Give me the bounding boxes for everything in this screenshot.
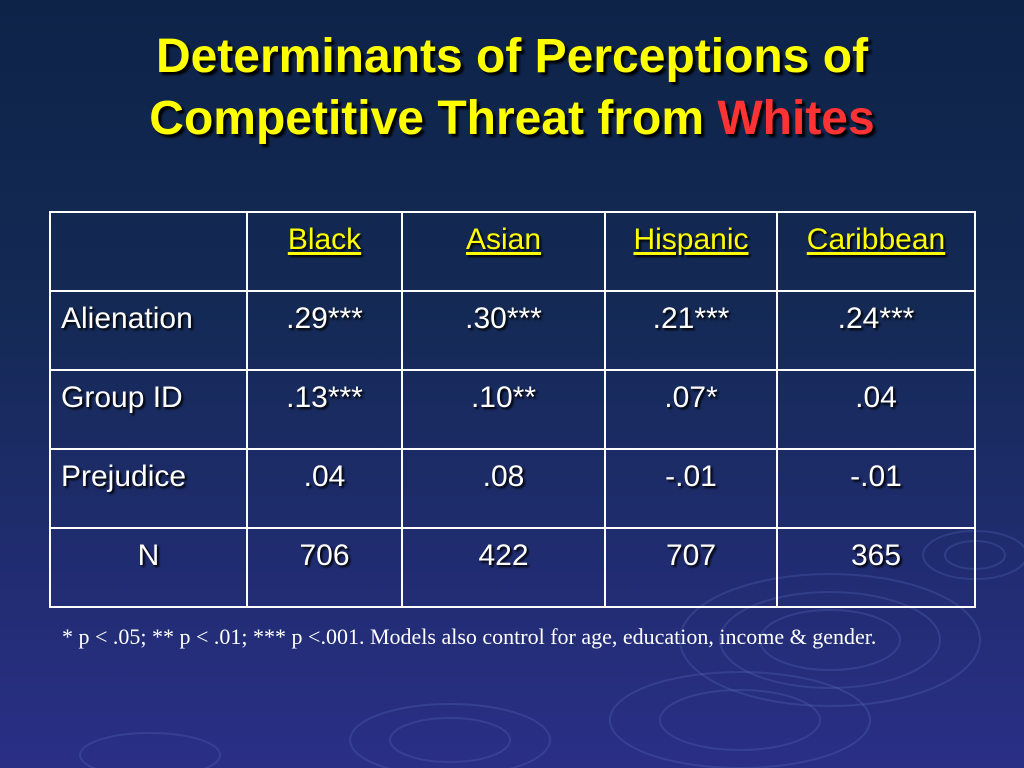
slide-title: Determinants of Perceptions of Competiti… — [0, 26, 1024, 150]
title-line-1: Determinants of Perceptions of — [155, 30, 869, 83]
table-cell: .04 — [246, 448, 403, 529]
table-cell: 422 — [401, 527, 606, 608]
table-header-row: Black Asian Hispanic Caribbean — [49, 211, 976, 292]
column-header-label: Black — [287, 223, 362, 256]
table-cell: .21*** — [604, 290, 778, 371]
column-header-black: Black — [246, 211, 403, 292]
table-cell: 707 — [604, 527, 778, 608]
table-cell: .08 — [401, 448, 606, 529]
table-cell: -.01 — [776, 448, 976, 529]
table-cell: .29*** — [246, 290, 403, 371]
title-line-2-text: Competitive Threat from — [149, 92, 718, 145]
column-header-caribbean: Caribbean — [776, 211, 976, 292]
table-cell: .13*** — [246, 369, 403, 450]
row-label: Group ID — [49, 369, 248, 450]
results-table: Black Asian Hispanic Caribbean Alienatio… — [49, 211, 976, 608]
column-header-label: Asian — [465, 223, 542, 256]
column-header-label: Hispanic — [633, 223, 749, 256]
table-row-alienation: Alienation .29*** .30*** .21*** .24*** — [49, 290, 976, 371]
table-corner-cell — [49, 211, 248, 292]
column-header-label: Caribbean — [806, 223, 946, 256]
title-line-2: Competitive Threat from Whites — [0, 88, 1024, 150]
row-label: Alienation — [49, 290, 248, 371]
footnote: * p < .05; ** p < .01; *** p <.001. Mode… — [62, 624, 877, 649]
table-row-n: N 706 422 707 365 — [49, 527, 976, 608]
table-row-group-id: Group ID .13*** .10** .07* .04 — [49, 369, 976, 450]
table-cell: 706 — [246, 527, 403, 608]
table-cell: .04 — [776, 369, 976, 450]
title-accent: Whites — [717, 92, 875, 145]
table-cell: .10** — [401, 369, 606, 450]
row-label: Prejudice — [49, 448, 248, 529]
column-header-asian: Asian — [401, 211, 606, 292]
column-header-hispanic: Hispanic — [604, 211, 778, 292]
table-row-prejudice: Prejudice .04 .08 -.01 -.01 — [49, 448, 976, 529]
table-cell: -.01 — [604, 448, 778, 529]
row-label: N — [49, 527, 248, 608]
table-cell: .24*** — [776, 290, 976, 371]
table-cell: .07* — [604, 369, 778, 450]
table-cell: 365 — [776, 527, 976, 608]
table-cell: .30*** — [401, 290, 606, 371]
